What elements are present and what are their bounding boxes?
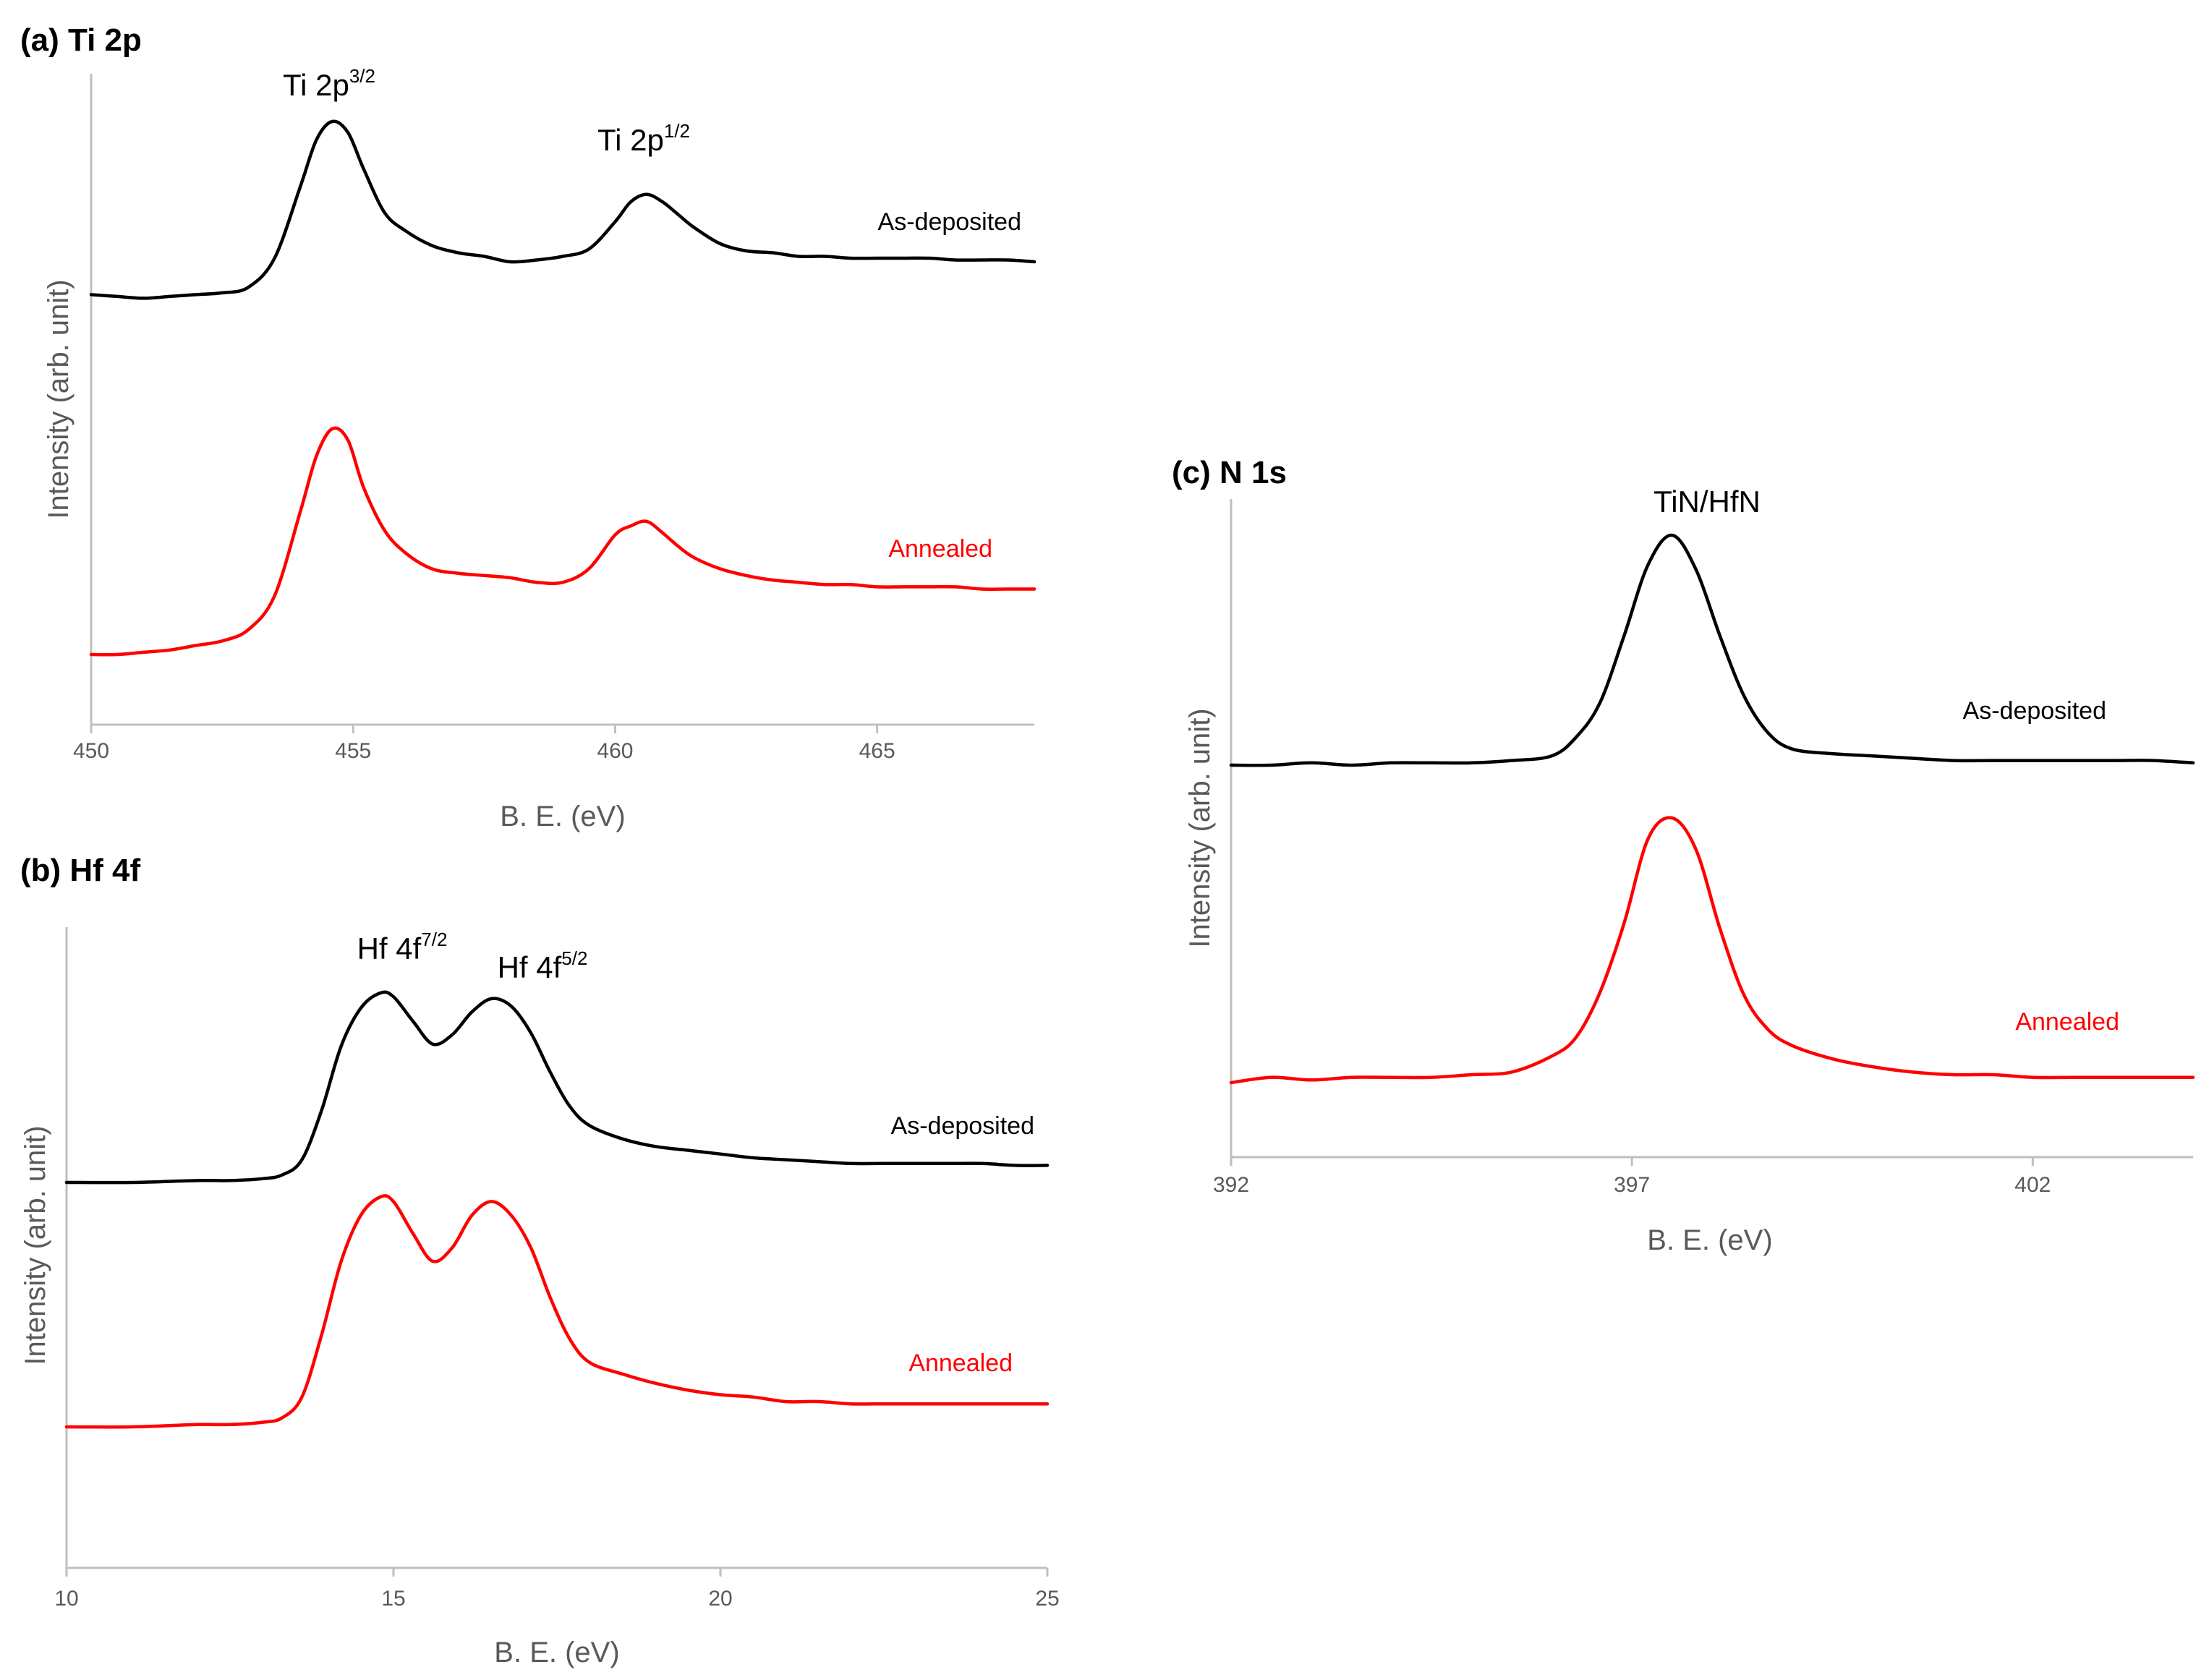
panel-b-title: (b) Hf 4f <box>20 853 141 888</box>
series-label-annealed: Annealed <box>888 535 992 563</box>
x-tick-label: 392 <box>1213 1173 1249 1197</box>
trace-annealed <box>64 1194 1050 1429</box>
x-tick-label: 20 <box>708 1587 732 1611</box>
x-tick-label: 10 <box>54 1587 78 1611</box>
peak-label-ti-2p1-2: Ti 2p1/2 <box>597 120 690 157</box>
trace-as-deposited <box>1229 533 2195 767</box>
x-ticks: 392 397 402 <box>1213 1157 2051 1197</box>
y-axis-title: Intensity (arb. unit) <box>20 1125 51 1365</box>
x-ticks: 10 15 20 25 <box>54 1568 1060 1611</box>
x-axis-title: B. E. (eV) <box>1647 1224 1772 1256</box>
y-axis-title: Intensity (arb. unit) <box>43 279 75 519</box>
series-label-annealed: Annealed <box>2015 1008 2119 1036</box>
trace-annealed <box>89 426 1037 657</box>
x-tick-label: 15 <box>381 1587 405 1611</box>
trace-annealed <box>1229 816 2195 1085</box>
y-axis-title: Intensity (arb. unit) <box>1184 708 1216 947</box>
series-label-as-deposited: As-deposited <box>1963 697 2106 725</box>
x-tick-label: 455 <box>335 739 371 763</box>
peak-label-tin-hfn: TiN/HfN <box>1653 485 1761 519</box>
panel-n-1s: (c) N 1s TiN/HfN As-deposited Annealed 3… <box>1172 455 2195 1256</box>
x-tick-label: 25 <box>1035 1587 1059 1611</box>
x-axis-title: B. E. (eV) <box>494 1637 619 1668</box>
panel-hf-4f: (b) Hf 4f Hf 4f7/2 Hf 4f5/2 As-deposited… <box>20 853 1060 1668</box>
trace-as-deposited <box>64 990 1050 1185</box>
panel-c-title: (c) N 1s <box>1172 455 1287 490</box>
x-tick-label: 402 <box>2014 1173 2051 1197</box>
x-ticks: 450 455 460 465 <box>73 725 895 763</box>
x-axis-title: B. E. (eV) <box>500 801 625 832</box>
peak-label-ti-2p3-2: Ti 2p3/2 <box>283 65 375 102</box>
series-label-annealed: Annealed <box>908 1349 1013 1377</box>
peak-label-hf-4f5-2: Hf 4f5/2 <box>498 947 588 984</box>
trace-as-deposited <box>89 119 1037 300</box>
x-tick-label: 450 <box>73 739 109 763</box>
x-tick-label: 397 <box>1614 1173 1650 1197</box>
peak-label-hf-4f7-2: Hf 4f7/2 <box>357 929 448 965</box>
x-tick-label: 465 <box>859 739 895 763</box>
panel-ti-2p: (a) Ti 2p Ti 2p3/2 Ti 2p1/2 As-deposited… <box>20 22 1037 832</box>
panel-a-title: (a) Ti 2p <box>20 22 142 58</box>
series-label-as-deposited: As-deposited <box>878 208 1021 236</box>
series-label-as-deposited: As-deposited <box>891 1112 1034 1140</box>
x-tick-label: 460 <box>597 739 633 763</box>
